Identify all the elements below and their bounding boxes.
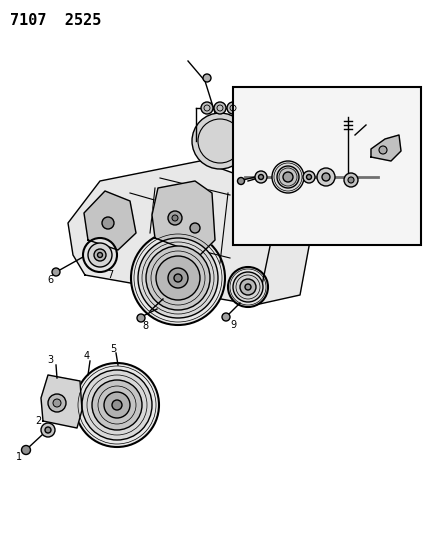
Circle shape	[53, 399, 61, 407]
Polygon shape	[271, 108, 290, 118]
Circle shape	[131, 231, 225, 325]
Text: 11: 11	[300, 190, 312, 199]
Circle shape	[92, 380, 142, 430]
Circle shape	[192, 113, 248, 169]
Circle shape	[238, 177, 244, 184]
Circle shape	[82, 370, 152, 440]
Bar	[233, 87, 421, 245]
Text: 4: 4	[84, 351, 90, 361]
Circle shape	[156, 256, 200, 300]
Text: 12: 12	[275, 149, 287, 157]
Polygon shape	[152, 181, 215, 255]
Text: 3: 3	[47, 355, 53, 365]
Circle shape	[233, 272, 263, 302]
Circle shape	[75, 363, 159, 447]
Circle shape	[203, 74, 211, 82]
Circle shape	[348, 177, 354, 183]
Circle shape	[240, 279, 256, 295]
Circle shape	[259, 174, 264, 180]
Text: 7107  2525: 7107 2525	[10, 13, 101, 28]
Circle shape	[21, 446, 30, 455]
Text: 13: 13	[320, 152, 332, 161]
Circle shape	[322, 173, 330, 181]
Circle shape	[277, 166, 299, 188]
Circle shape	[344, 173, 358, 187]
Text: 6: 6	[47, 275, 53, 285]
Circle shape	[190, 223, 200, 233]
Circle shape	[168, 211, 182, 225]
Circle shape	[137, 314, 145, 322]
Text: 7: 7	[107, 270, 113, 280]
Text: 15: 15	[367, 116, 379, 125]
Text: 9: 9	[230, 320, 236, 330]
Circle shape	[255, 171, 267, 183]
Polygon shape	[68, 161, 310, 305]
Text: 2: 2	[35, 416, 41, 426]
Circle shape	[48, 394, 66, 412]
Circle shape	[104, 392, 130, 418]
Circle shape	[168, 268, 188, 288]
Circle shape	[146, 246, 210, 310]
Circle shape	[227, 102, 239, 114]
Polygon shape	[41, 375, 82, 428]
Circle shape	[174, 274, 182, 282]
Circle shape	[303, 171, 315, 183]
Circle shape	[41, 423, 55, 437]
Text: 1: 1	[16, 452, 22, 462]
Text: 17: 17	[357, 190, 369, 199]
Polygon shape	[371, 135, 401, 161]
Circle shape	[272, 161, 304, 193]
Circle shape	[379, 146, 387, 154]
Circle shape	[172, 215, 178, 221]
Circle shape	[306, 174, 312, 180]
Circle shape	[102, 217, 114, 229]
Circle shape	[317, 168, 335, 186]
Circle shape	[52, 268, 60, 276]
Circle shape	[214, 102, 226, 114]
Text: 10: 10	[235, 188, 247, 197]
Text: 5: 5	[110, 344, 116, 354]
Text: 11: 11	[247, 158, 259, 167]
Text: 16: 16	[397, 120, 409, 130]
Text: 8: 8	[142, 321, 148, 331]
Text: 14: 14	[342, 108, 354, 117]
Circle shape	[83, 238, 117, 272]
Circle shape	[228, 267, 268, 307]
Circle shape	[245, 284, 251, 290]
Polygon shape	[268, 116, 293, 151]
Polygon shape	[84, 191, 136, 250]
Circle shape	[45, 427, 51, 433]
Circle shape	[222, 313, 230, 321]
Circle shape	[138, 238, 218, 318]
Circle shape	[283, 172, 293, 182]
Circle shape	[112, 400, 122, 410]
Circle shape	[88, 243, 112, 267]
Circle shape	[201, 102, 213, 114]
Circle shape	[98, 253, 102, 257]
Circle shape	[94, 249, 106, 261]
